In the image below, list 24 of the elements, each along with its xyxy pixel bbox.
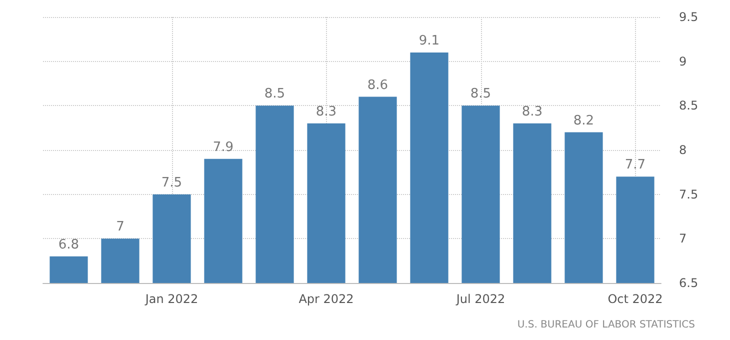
data-label: 7.9 (212, 140, 234, 155)
x-tick-label: Jul 2022 (455, 292, 506, 306)
y-tick-label: 8 (679, 143, 687, 157)
data-label: 8.5 (264, 86, 286, 102)
y-tick-label: 8.5 (679, 98, 698, 113)
data-label: 8.3 (316, 104, 337, 120)
data-label: 8.6 (367, 78, 388, 93)
y-tick-label: 6.5 (679, 276, 698, 290)
y-tick-label: 7.5 (679, 187, 698, 202)
data-label: 6.8 (58, 237, 80, 252)
data-label: 8.3 (522, 104, 543, 120)
data-label: 7 (116, 220, 124, 235)
y-tick-label: 9 (679, 54, 687, 68)
data-label: 7.5 (161, 175, 182, 190)
data-label: 7.7 (624, 158, 646, 173)
data-label: 9.1 (418, 33, 440, 48)
y-tick-label: 9.5 (679, 10, 698, 24)
text: U.S. BUREAU OF LABOR STATISTICS (517, 320, 696, 330)
x-tick-label: Oct 2022 (608, 292, 663, 306)
x-tick-label: Jan 2022 (144, 292, 198, 306)
data-label: 8.2 (573, 113, 594, 128)
x-tick-label: Apr 2022 (298, 292, 354, 306)
data-label: 8.5 (470, 86, 492, 102)
y-tick-label: 7 (679, 232, 687, 246)
